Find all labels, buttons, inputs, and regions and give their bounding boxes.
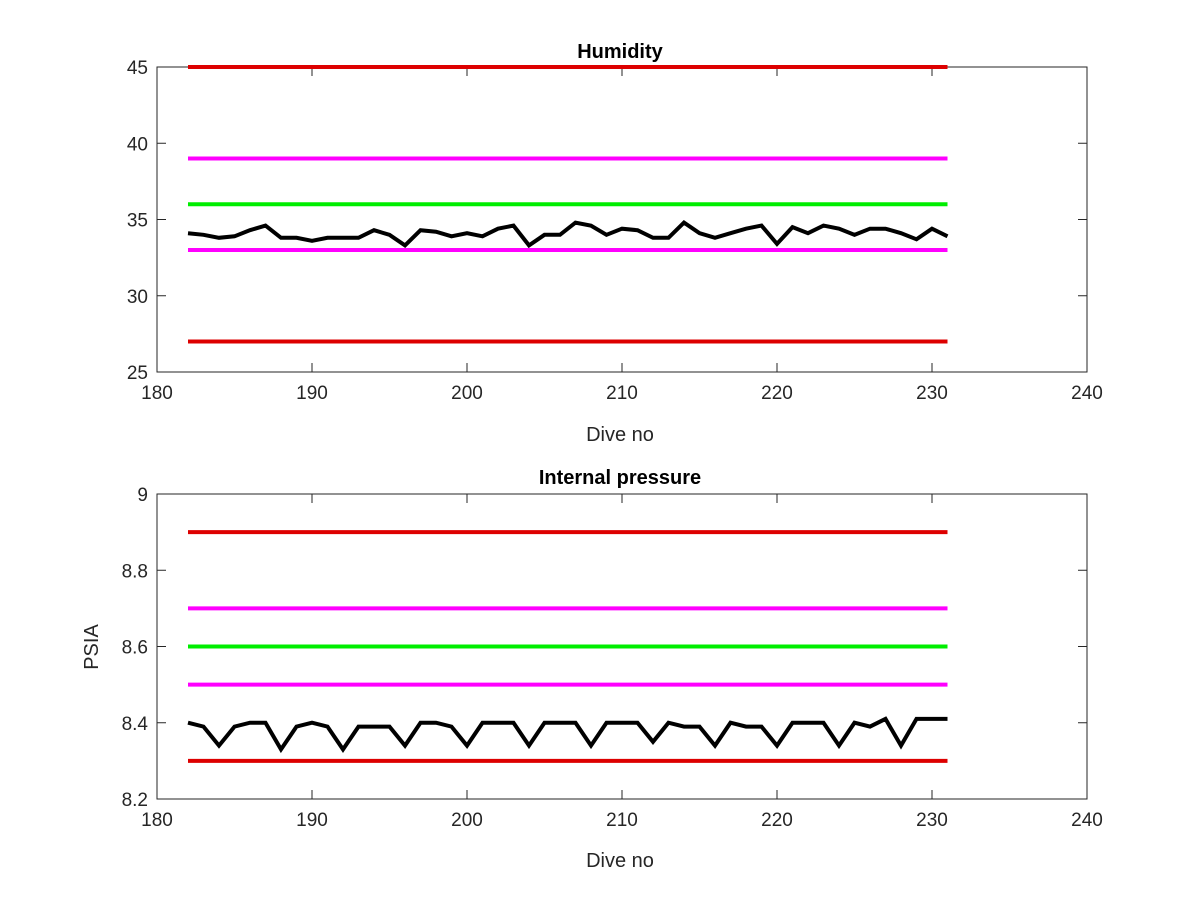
- y-tick-label: 25: [127, 363, 148, 384]
- y-tick-label: 45: [127, 58, 148, 79]
- y-tick-label: 8.6: [122, 638, 148, 659]
- y-tick-label: 8.4: [122, 714, 149, 735]
- y-tick-label: 8.2: [122, 790, 148, 811]
- chart-title: Internal pressure: [539, 467, 701, 489]
- y-tick-label: 9: [137, 485, 148, 506]
- y-tick-label: 30: [127, 287, 148, 308]
- x-tick-label: 210: [606, 810, 638, 831]
- x-tick-label: 220: [761, 810, 793, 831]
- y-tick-label: 8.8: [122, 561, 148, 582]
- y-axis-label: PSIA: [81, 624, 103, 670]
- x-axis-label: Dive no: [586, 424, 654, 446]
- x-tick-label: 200: [451, 383, 483, 404]
- data-series-line: [187, 220, 949, 249]
- x-tick-label: 220: [761, 383, 793, 404]
- y-tick-label: 40: [127, 134, 148, 155]
- chart-title: Humidity: [577, 41, 663, 63]
- data-series-line: [187, 716, 948, 754]
- y-tick-label: 35: [127, 211, 148, 232]
- x-tick-label: 180: [141, 810, 173, 831]
- internal-pressure-chart: Internal pressure Dive no PSIA 180 190 200…: [81, 467, 1103, 872]
- x-tick-label: 200: [451, 810, 483, 831]
- x-tick-label: 180: [141, 383, 173, 404]
- x-tick-label: 240: [1071, 383, 1103, 404]
- humidity-chart: Humidity Dive no 180 190 200 210 220 230 240 25…: [127, 41, 1103, 446]
- x-tick-label: 240: [1071, 810, 1103, 831]
- x-tick-label: 230: [916, 810, 948, 831]
- x-tick-label: 190: [296, 810, 328, 831]
- x-tick-label: 230: [916, 383, 948, 404]
- x-axis-label: Dive no: [586, 850, 654, 872]
- x-tick-label: 210: [606, 383, 638, 404]
- x-tick-label: 190: [296, 383, 328, 404]
